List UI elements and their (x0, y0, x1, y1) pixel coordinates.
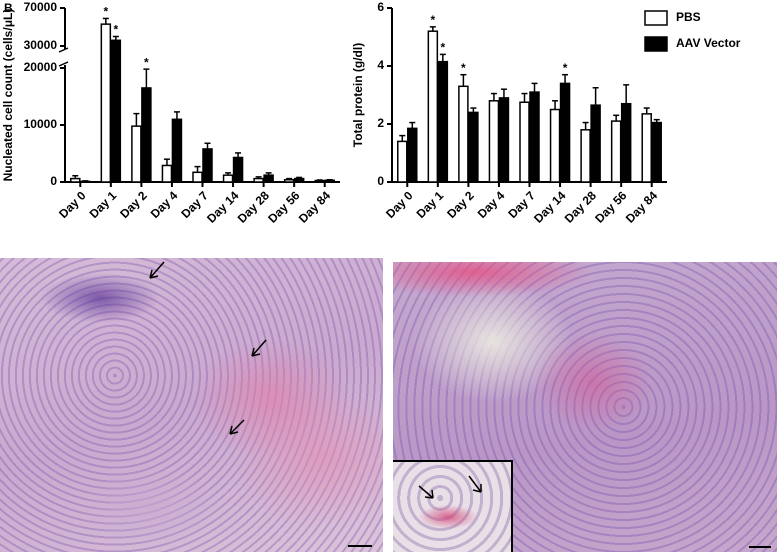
inset-annotations (418, 475, 482, 499)
x-tick-label: Day 1 (414, 188, 447, 221)
bar (610, 120, 622, 183)
bar (100, 23, 112, 183)
bar (590, 104, 601, 183)
bar (641, 113, 652, 183)
x-tick-label: Day 4 (148, 188, 181, 221)
charts: B 0 10000 20000 30000 70000 Nucleated cell co… (1, 0, 741, 226)
bar (222, 174, 234, 183)
bar (549, 108, 561, 183)
y-tick-label: 0 (377, 174, 384, 188)
bar (397, 140, 408, 183)
bar (324, 179, 335, 183)
y-tick-label: 10000 (24, 117, 58, 131)
bar (437, 60, 449, 183)
x-tick-label: Day 1 (87, 188, 120, 221)
bar (580, 129, 591, 183)
x-tick-label: Day 0 (383, 188, 416, 221)
bar (498, 97, 510, 183)
y-tick-label: 2 (377, 116, 384, 130)
inset-image (393, 460, 513, 552)
bar (458, 85, 469, 183)
significance-marker: * (113, 23, 118, 37)
histology-image (393, 262, 777, 552)
y-tick-label: 0 (50, 174, 57, 188)
histology-image (0, 258, 383, 552)
x-tick-label: Day 0 (56, 188, 89, 221)
x-tick-label: Day 56 (592, 188, 629, 225)
bar (529, 91, 540, 183)
x-tick-label: Day 4 (475, 188, 508, 221)
significance-marker: * (103, 5, 108, 19)
x-tick-label: Day 56 (265, 188, 302, 225)
bar (427, 30, 439, 183)
break-mark (58, 61, 69, 67)
x-tick-label: Day 14 (531, 188, 568, 225)
legend-swatch (644, 10, 668, 26)
y-tick-label: 70000 (24, 0, 58, 14)
bar (620, 102, 632, 183)
y-tick-label: 20000 (24, 60, 58, 74)
x-tick-label: Day 28 (235, 188, 272, 225)
y-axis-label: Total protein (g/dl) (351, 43, 365, 147)
bar (314, 179, 325, 183)
y-tick-label: 30000 (24, 38, 58, 52)
legend-swatch (644, 36, 668, 52)
x-tick-label: Day 2 (444, 188, 477, 221)
legend-label: PBS (676, 10, 701, 24)
scale (749, 546, 771, 548)
x-tick-label: Day 14 (204, 188, 241, 225)
legend-label: AAV Vector (676, 36, 741, 50)
significance-marker: * (144, 55, 149, 69)
x-tick-label: Day 84 (623, 188, 660, 225)
x-tick-label: Day 84 (296, 188, 333, 225)
bar (488, 100, 500, 183)
significance-marker: * (440, 41, 445, 55)
bar (202, 148, 213, 183)
bar (171, 118, 183, 183)
significance-marker: * (461, 61, 466, 75)
bar (293, 177, 305, 183)
bar (263, 174, 274, 183)
break-mark (58, 47, 69, 53)
bar (70, 177, 81, 183)
bar (253, 177, 264, 183)
bar (283, 178, 295, 183)
significance-marker: * (563, 61, 568, 75)
bar (192, 171, 203, 183)
bar (559, 82, 571, 183)
bar (131, 125, 142, 183)
panel-label: B (4, 1, 13, 15)
bar (407, 127, 418, 183)
y-axis-label: Nucleated cell count (cells/μL) (1, 9, 15, 182)
x-tick-label: Day 28 (562, 188, 599, 225)
y-tick-label: 6 (377, 0, 384, 14)
x-tick-label: Day 2 (117, 188, 150, 221)
axis-break (57, 49, 69, 65)
bar (232, 156, 244, 183)
bar (519, 101, 530, 183)
bar (80, 180, 91, 183)
significance-marker: * (430, 13, 435, 27)
bar (110, 39, 122, 183)
y-tick-label: 4 (377, 58, 384, 72)
bar (161, 164, 173, 183)
bar (651, 121, 662, 183)
bar (141, 87, 152, 183)
bar (468, 111, 479, 183)
annotations (149, 261, 372, 547)
